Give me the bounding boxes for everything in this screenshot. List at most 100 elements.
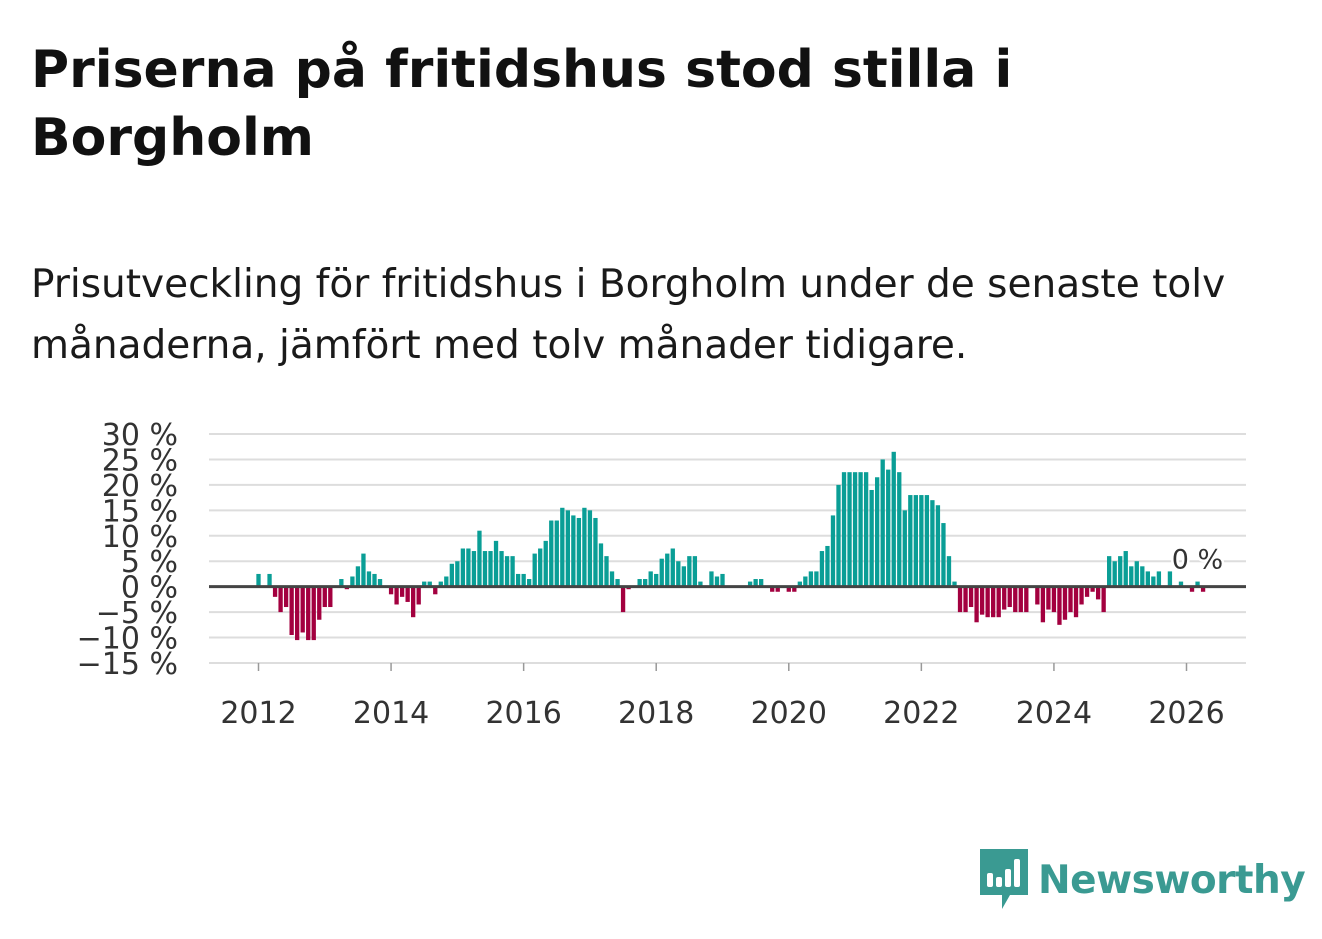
bar: [488, 551, 493, 587]
bar: [460, 548, 466, 587]
y-tick-label: 20 %: [102, 469, 178, 504]
y-tick-label: 5 %: [121, 545, 178, 580]
bar: [493, 540, 499, 587]
bar: [1040, 586, 1046, 623]
bar: [399, 586, 405, 597]
bar: [1057, 586, 1062, 625]
bar: [792, 586, 797, 592]
bar: [1035, 586, 1040, 605]
grid-layer: [209, 433, 1246, 664]
bar: [504, 556, 510, 587]
bar: [709, 571, 714, 587]
bar: [1073, 586, 1079, 618]
bar: [1129, 566, 1134, 587]
bar: [1195, 581, 1200, 587]
x-tick-label: 2014: [353, 696, 429, 731]
bar: [659, 558, 664, 587]
bar: [924, 495, 930, 587]
bar: [527, 579, 532, 587]
bar: [449, 563, 454, 587]
bar: [957, 586, 963, 613]
bar: [405, 586, 410, 602]
bar: [670, 548, 675, 587]
bar: [1145, 571, 1150, 587]
newsworthy-logo: Newsworthy: [980, 848, 1306, 912]
x-tick-label: 2016: [485, 696, 561, 731]
bar-chart: 30 %25 %20 %15 %10 %5 %0 %−5 %−10 %−15 %…: [77, 418, 1246, 731]
bar: [902, 510, 907, 587]
bar: [289, 586, 294, 636]
bar: [587, 510, 593, 587]
bar: [317, 586, 322, 620]
y-tick-label: −5 %: [96, 596, 178, 631]
bar: [510, 556, 515, 587]
bar: [803, 576, 808, 587]
bar: [1090, 586, 1095, 592]
bar: [339, 579, 344, 587]
x-tick-label: 2024: [1016, 696, 1092, 731]
bar: [797, 581, 802, 587]
bar: [1189, 586, 1195, 592]
bar: [648, 571, 653, 587]
bar: [1013, 586, 1018, 613]
bar: [582, 507, 587, 587]
bar: [477, 530, 482, 587]
bar: [654, 573, 659, 587]
bar: [692, 556, 698, 587]
bar: [1123, 551, 1128, 587]
bar: [455, 561, 460, 587]
bar: [521, 573, 526, 587]
y-tick-label: 30 %: [102, 418, 178, 453]
bar: [869, 489, 874, 587]
bar: [919, 495, 924, 587]
bar: [819, 551, 825, 587]
bar: [350, 576, 355, 587]
bar: [565, 510, 570, 587]
bar: [515, 573, 521, 587]
bar: [1095, 586, 1101, 600]
newsworthy-chart-icon: [980, 849, 1028, 909]
bar: [930, 500, 935, 587]
bar: [256, 573, 261, 587]
bar: [974, 586, 979, 623]
bar: [747, 581, 753, 587]
bar: [681, 566, 686, 587]
x-tick-label: 2020: [751, 696, 827, 731]
bar: [886, 469, 891, 587]
bar: [598, 543, 604, 587]
bar: [908, 495, 913, 587]
bar: [1018, 586, 1023, 613]
bar: [830, 515, 836, 587]
bar: [1167, 571, 1173, 587]
bar: [499, 551, 504, 587]
y-axis: 30 %25 %20 %15 %10 %5 %0 %−5 %−10 %−15 %: [77, 418, 178, 682]
bar: [1101, 586, 1106, 613]
bar: [306, 586, 311, 641]
bar: [322, 586, 327, 608]
bar: [377, 579, 383, 587]
bar: [388, 586, 394, 595]
bar-layer: [256, 451, 1206, 641]
bar: [935, 505, 941, 587]
bar: [560, 507, 565, 587]
bar: [1200, 586, 1206, 592]
bar: [427, 581, 432, 587]
bar: [300, 586, 305, 633]
bar: [913, 495, 918, 587]
bar: [770, 586, 775, 592]
bar: [863, 472, 869, 587]
x-axis: 2012 2014 2016 2018 2020 2022 2024 2026: [220, 663, 1225, 731]
bar: [543, 540, 548, 587]
bar: [985, 586, 990, 618]
x-tick-label: 2022: [883, 696, 959, 731]
brand-name: Newsworthy: [1038, 857, 1306, 903]
bar: [836, 484, 841, 587]
bar: [759, 579, 764, 587]
bar: [433, 586, 438, 595]
chart-title: Priserna på fritidshus stod stilla i Bor…: [31, 40, 1013, 168]
bar: [825, 545, 830, 587]
bar: [1134, 561, 1139, 587]
bar: [946, 556, 952, 587]
bar: [714, 576, 720, 587]
bar: [1140, 566, 1145, 587]
